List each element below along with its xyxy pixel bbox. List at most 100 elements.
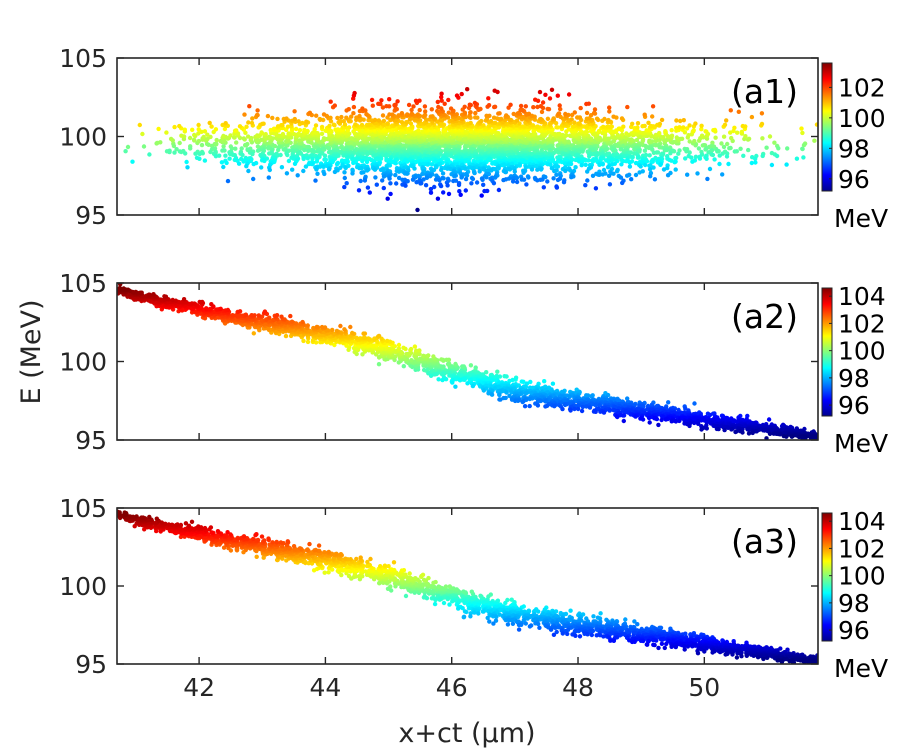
scatter-point: [429, 107, 434, 112]
scatter-point: [566, 127, 571, 132]
scatter-point: [417, 348, 422, 353]
scatter-point: [300, 120, 305, 126]
scatter-point: [676, 151, 681, 156]
scatter-point: [284, 171, 290, 176]
scatter-point: [684, 149, 689, 154]
scatter-point: [323, 157, 328, 162]
scatter-point: [445, 183, 450, 188]
scatter-point: [699, 133, 705, 138]
scatter-point: [426, 353, 431, 358]
scatter-point: [495, 369, 500, 374]
scatter-point: [313, 178, 318, 183]
scatter-point: [549, 166, 555, 171]
scatter-point: [448, 106, 454, 111]
scatter-point: [364, 159, 370, 165]
scatter-point: [191, 137, 197, 142]
scatter-point: [459, 91, 464, 97]
scatter-point: [585, 169, 590, 174]
scatter-point: [373, 175, 378, 180]
scatter-point: [457, 378, 463, 383]
scatter-point: [611, 171, 616, 176]
scatter-point: [442, 101, 447, 107]
scatter-point: [190, 127, 195, 132]
scatter-points-a2: [117, 283, 818, 440]
scatter-point: [233, 146, 238, 151]
scatter-point: [726, 161, 731, 167]
scatter-point: [457, 189, 462, 194]
scatter-point: [372, 167, 378, 172]
scatter-point: [489, 168, 494, 173]
scatter-point: [624, 159, 629, 164]
scatter-point: [453, 384, 458, 389]
scatter-point: [530, 123, 536, 128]
scatter-point: [396, 175, 402, 181]
scatter-point: [657, 130, 662, 136]
scatter-point: [250, 116, 255, 121]
scatter-point: [415, 207, 420, 213]
scatter-point: [606, 173, 612, 178]
scatter-point: [610, 129, 615, 134]
scatter-point: [322, 153, 328, 158]
scatter-point: [482, 188, 487, 194]
scatter-point: [399, 156, 404, 162]
scatter-point: [719, 141, 724, 146]
scatter-point: [376, 362, 382, 367]
scatter-point: [214, 141, 219, 146]
scatter-point: [462, 110, 468, 116]
scatter-point: [423, 112, 428, 118]
scatter-point: [653, 143, 658, 148]
scatter-point: [689, 155, 694, 160]
scatter-point: [480, 177, 485, 182]
scatter-point: [462, 377, 467, 382]
scatter-point: [521, 379, 526, 384]
scatter-point: [484, 113, 489, 119]
scatter-point: [695, 171, 700, 176]
scatter-point: [334, 162, 340, 167]
scatter-point: [468, 110, 473, 115]
scatter-point: [467, 102, 472, 107]
scatter-point: [409, 111, 414, 117]
scatter-point: [794, 156, 800, 161]
scatter-point: [674, 135, 679, 140]
scatter-point: [327, 146, 332, 151]
scatter-point: [647, 167, 653, 172]
scatter-point: [644, 159, 650, 164]
scatter-point: [642, 123, 647, 129]
scatter-point: [606, 159, 611, 164]
scatter-point: [705, 176, 710, 182]
scatter-point: [375, 157, 380, 162]
scatter-point: [174, 147, 179, 152]
scatter-point: [428, 373, 434, 378]
scatter-point: [486, 103, 492, 108]
scatter-point: [647, 163, 652, 168]
scatter-point: [769, 162, 775, 168]
scatter-point: [627, 160, 632, 165]
scatter-point: [465, 381, 470, 386]
scatter-point: [394, 181, 399, 186]
scatter-point: [255, 144, 261, 149]
scatter-point: [263, 132, 268, 137]
scatter-point: [241, 159, 246, 164]
scatter-point: [293, 126, 299, 132]
scatter-point: [535, 104, 540, 110]
scatter-point: [583, 162, 588, 167]
scatter-point: [464, 173, 470, 178]
scatter-point: [512, 169, 517, 174]
scatter-point: [619, 162, 624, 167]
scatter-point: [542, 379, 547, 384]
scatter-point: [555, 93, 560, 98]
scatter-point: [534, 163, 539, 169]
scatter-point: [526, 111, 532, 117]
scatter-point: [584, 110, 590, 116]
scatter-point: [648, 174, 653, 179]
scatter-point: [314, 167, 319, 172]
scatter-point: [350, 171, 355, 176]
panels-group: 95100105(a1)9698100102MeV95100105(a2)969…: [59, 44, 888, 702]
scatter-point: [341, 153, 346, 158]
scatter-point: [665, 173, 671, 178]
scatter-point: [632, 147, 637, 152]
scatter-point: [521, 170, 526, 175]
scatter-point: [384, 104, 389, 109]
scatter-point: [524, 182, 529, 187]
scatter-point: [312, 127, 317, 132]
